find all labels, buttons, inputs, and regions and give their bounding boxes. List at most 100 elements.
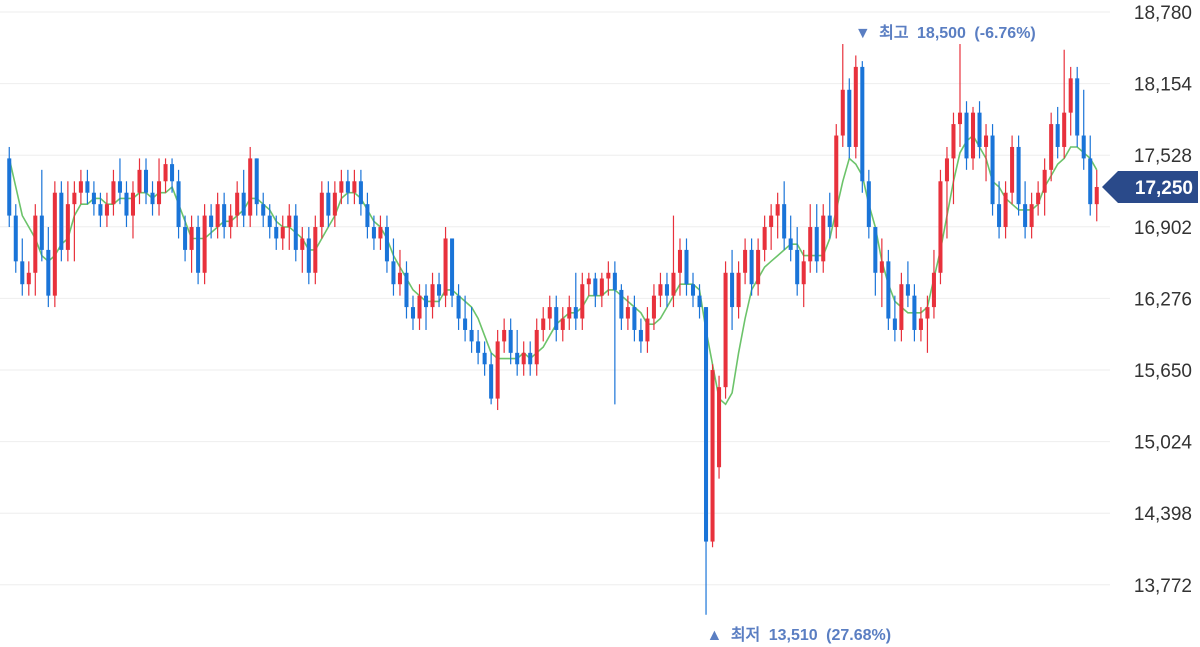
up-candle — [567, 295, 572, 330]
candle-body — [124, 192, 129, 216]
candle-body — [625, 307, 630, 319]
down-candle — [39, 169, 44, 262]
up-candle — [332, 181, 337, 228]
candle-body — [918, 318, 923, 330]
candle-body — [1055, 124, 1060, 147]
down-candle — [873, 227, 878, 296]
down-candle — [619, 284, 624, 330]
candle-body — [808, 227, 813, 262]
candle-body — [1081, 135, 1086, 159]
candle-body — [202, 215, 207, 273]
down-candle — [46, 227, 51, 308]
candle-body — [1094, 186, 1099, 205]
candle-body — [267, 215, 272, 228]
down-candle — [13, 204, 18, 273]
up-candle — [339, 169, 344, 205]
down-candle — [306, 227, 311, 285]
up-candle — [541, 307, 546, 342]
up-candle — [925, 295, 930, 353]
up-candle — [762, 215, 767, 262]
down-candle — [482, 341, 487, 376]
up-candle — [189, 215, 194, 273]
candle-body — [899, 284, 904, 330]
candle-body — [7, 158, 12, 216]
candle-body — [410, 307, 416, 319]
up-candle — [352, 169, 357, 205]
high-arrow: ▼ — [855, 25, 871, 42]
y-tick-label: 14,398 — [1134, 504, 1192, 525]
down-candle — [704, 307, 709, 615]
down-candle — [170, 158, 175, 193]
down-candle — [183, 215, 188, 262]
candle-body — [495, 341, 500, 399]
up-candle — [157, 158, 162, 216]
candle-body — [723, 272, 728, 388]
candle-body — [749, 249, 754, 285]
candle-body — [358, 181, 363, 205]
candle-body — [664, 284, 669, 296]
up-candle — [104, 192, 109, 228]
up-candle — [736, 261, 741, 319]
down-candle — [638, 318, 643, 353]
down-candle — [404, 261, 409, 319]
candle-body — [775, 204, 780, 216]
candle-body — [437, 284, 442, 296]
down-candle — [196, 215, 201, 285]
down-candle — [261, 192, 266, 228]
candle-body — [489, 364, 494, 399]
down-candle — [209, 204, 214, 239]
up-candle — [280, 215, 285, 250]
candle-body — [469, 329, 474, 342]
candle-body — [150, 192, 155, 205]
y-tick-label: 16,276 — [1134, 289, 1192, 310]
candle-body — [834, 135, 839, 228]
up-candle — [111, 169, 116, 216]
up-candle — [534, 318, 539, 376]
down-candle — [990, 124, 995, 216]
up-candle — [723, 261, 728, 399]
down-candle — [98, 192, 103, 228]
candle-body — [463, 318, 468, 330]
candle-body — [91, 192, 96, 205]
candle-body — [280, 227, 285, 239]
candle-body — [365, 204, 370, 228]
up-candle — [78, 169, 83, 205]
candle-body — [1003, 192, 1008, 228]
candlesticks — [7, 44, 1099, 615]
candle-body — [997, 204, 1002, 228]
down-candle — [892, 295, 897, 342]
candle-body — [821, 215, 826, 262]
candle-body — [456, 295, 461, 319]
candle-body — [560, 318, 565, 330]
candle-body — [977, 112, 982, 147]
up-candle — [821, 204, 826, 273]
down-candle — [176, 169, 181, 239]
candle-body — [1010, 146, 1015, 193]
candle-body — [59, 192, 64, 250]
candle-body — [423, 295, 429, 308]
down-candle — [827, 192, 832, 239]
down-candle — [1055, 106, 1060, 159]
candle-body — [847, 89, 852, 147]
up-candle — [1036, 181, 1041, 216]
down-candle — [977, 101, 982, 159]
candle-body — [1036, 192, 1041, 205]
candle-body — [964, 112, 969, 159]
y-tick-label: 15,024 — [1134, 433, 1193, 454]
candle-body — [951, 124, 956, 159]
up-candle — [606, 261, 611, 296]
up-candle — [1049, 112, 1054, 182]
up-candle — [72, 181, 77, 262]
down-candle — [450, 238, 455, 308]
candle-body — [33, 215, 38, 273]
down-candle — [847, 78, 852, 159]
candle-body — [704, 307, 709, 542]
down-candle — [528, 341, 533, 376]
up-candle — [918, 307, 923, 342]
down-candle — [456, 284, 461, 330]
high-value: 18,500 — [917, 25, 966, 42]
down-candle — [222, 192, 227, 239]
candle-body — [476, 341, 481, 353]
candle-body — [782, 204, 787, 239]
candle-body — [397, 272, 402, 285]
